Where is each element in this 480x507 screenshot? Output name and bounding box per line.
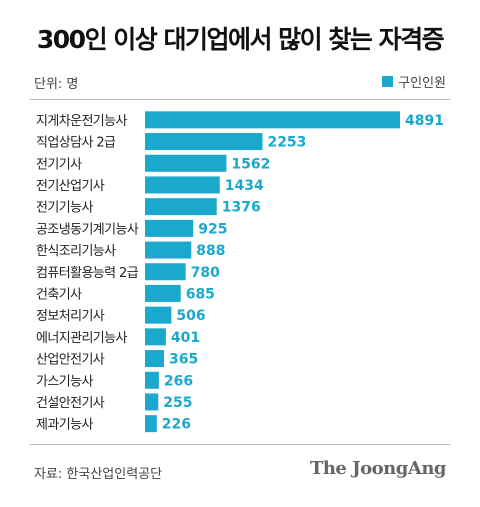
bar [145,133,263,151]
bar [145,176,220,194]
unit-label: 단위: 명 [34,77,79,92]
bar [145,328,166,346]
bar [145,111,400,129]
category-label: 지게차운전기능사 [36,114,128,129]
category-label: 에너지관리기능사 [36,331,128,346]
category-label: 산업안전기사 [36,353,105,368]
bar [145,306,172,324]
value-label: 506 [176,308,205,324]
bar [145,198,217,216]
bar [145,371,159,389]
value-label: 266 [164,373,193,389]
chart-title: 300인 이상 대기업에서 많이 찾는 자격증 [36,25,445,54]
value-label: 685 [186,286,215,302]
bar [145,241,192,259]
legend: 구인인원 [382,72,446,91]
publisher-logo: The JoongAng [309,458,447,479]
category-label: 공조냉동기계기능사 [36,222,139,237]
category-label: 전기기사 [36,157,82,172]
value-label: 2253 [267,135,306,151]
category-label: 전기산업기사 [36,179,105,194]
bottom-divider [30,444,450,445]
value-label: 780 [191,265,220,281]
value-label: 226 [162,417,191,433]
legend-label: 구인인원 [398,76,446,91]
bar [145,263,186,281]
value-label: 4891 [405,113,444,129]
category-label: 전기기능사 [36,201,93,216]
value-label: 255 [163,395,192,411]
category-label: 건축기사 [36,287,82,302]
value-label: 365 [169,352,198,368]
value-label: 1376 [222,200,261,216]
value-label: 1562 [231,156,270,172]
bar [145,393,159,411]
category-label: 컴퓨터활용능력 2급 [36,266,139,281]
category-label: 정보처리기사 [36,309,105,324]
bar [145,415,157,433]
value-label: 401 [171,330,200,346]
bar [145,350,165,368]
bar [145,219,194,237]
category-label: 제과기능사 [36,418,93,433]
source-note: 자료: 한국산업인력공단 [34,467,163,482]
category-label: 가스기능사 [36,374,93,389]
value-label: 925 [198,221,227,237]
category-label: 한식조리기능사 [36,244,116,259]
legend-swatch [382,76,394,87]
top-divider [30,99,450,100]
value-label: 1434 [225,178,264,194]
category-label: 건설안전기사 [36,396,105,411]
value-label: 888 [196,243,225,259]
category-label: 직업상담사 2급 [36,136,116,151]
bar [145,284,181,302]
bar [145,154,227,172]
